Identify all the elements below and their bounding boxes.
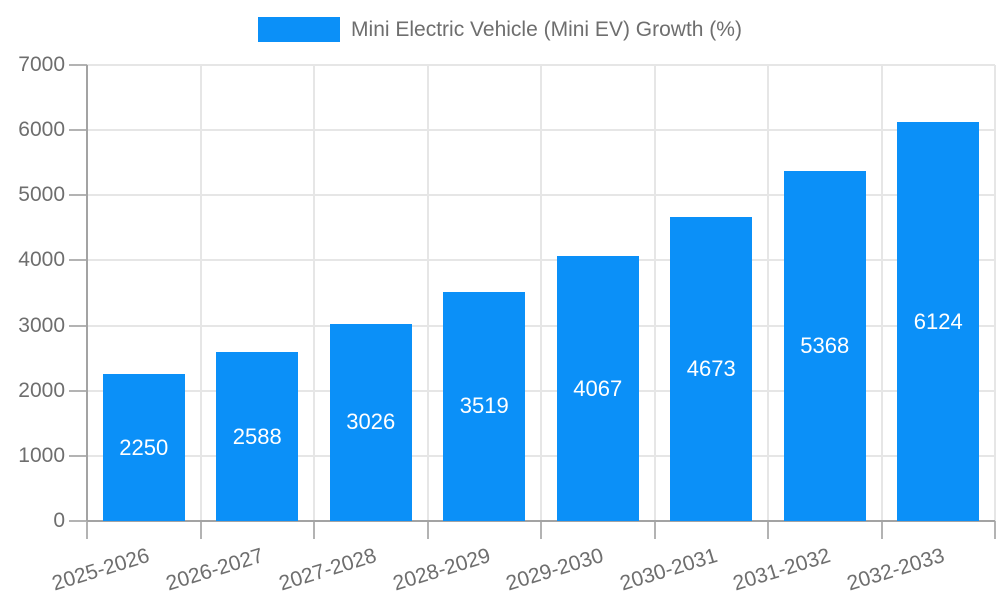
y-tick-label: 1000 <box>18 443 65 467</box>
x-axis-tick <box>653 521 656 539</box>
x-axis-tick <box>767 521 769 539</box>
y-tick-label: 2000 <box>18 378 65 402</box>
legend-label: Mini Electric Vehicle (Mini EV) Growth (… <box>351 17 742 41</box>
y-tick-label: 0 <box>53 509 65 532</box>
y-axis-tick <box>69 454 87 457</box>
x-grid-line <box>540 65 542 521</box>
x-grid-line <box>880 65 883 521</box>
x-grid-line <box>653 65 656 521</box>
bar[interactable]: 6124 <box>897 122 980 521</box>
x-tick-label: 2032-2033 <box>640 544 947 595</box>
y-axis-tick <box>69 389 87 392</box>
bar[interactable]: 3026 <box>329 323 412 521</box>
bar[interactable]: 5368 <box>783 171 866 521</box>
x-grid-line <box>426 65 429 521</box>
bar[interactable]: 4673 <box>670 216 753 521</box>
chart-legend[interactable]: Mini Electric Vehicle (Mini EV) Growth (… <box>0 17 1000 42</box>
x-axis-tick <box>313 521 315 539</box>
bar-value-label: 4067 <box>573 375 623 401</box>
bar-value-label: 3519 <box>459 393 509 419</box>
bar-value-label: 6124 <box>913 308 963 334</box>
y-axis-tick <box>69 259 87 262</box>
y-tick-label: 6000 <box>18 118 65 142</box>
y-tick-label: 3000 <box>18 313 65 337</box>
x-axis-tick <box>86 521 88 539</box>
y-axis-tick <box>69 129 87 132</box>
x-grid-line <box>994 65 996 521</box>
legend-marker-swatch <box>258 17 341 42</box>
x-axis-tick <box>540 521 542 539</box>
x-axis-tick <box>199 521 202 539</box>
x-tick-label-text: 2032-2033 <box>844 544 947 596</box>
x-axis-tick <box>426 521 429 539</box>
x-grid-line <box>199 65 202 521</box>
x-axis-line <box>87 520 995 522</box>
bar-value-label: 2588 <box>232 423 282 449</box>
x-grid-line <box>767 65 769 521</box>
y-axis-line <box>86 65 88 521</box>
y-tick-label: 5000 <box>18 183 65 207</box>
bar-value-label: 2250 <box>119 434 169 460</box>
y-axis-tick <box>69 194 87 197</box>
bar-value-label: 4673 <box>686 355 736 381</box>
y-tick-label: 4000 <box>18 248 65 272</box>
bar[interactable]: 2250 <box>102 374 185 521</box>
bar[interactable]: 2588 <box>216 352 299 521</box>
x-axis-tick <box>880 521 883 539</box>
bar-value-label: 3026 <box>346 409 396 435</box>
y-axis-tick <box>69 520 87 522</box>
x-axis-tick <box>994 521 996 539</box>
bar-value-label: 5368 <box>800 333 850 359</box>
y-tick-label: 7000 <box>18 53 65 76</box>
x-grid-line <box>313 65 315 521</box>
bar[interactable]: 3519 <box>443 291 526 521</box>
bar[interactable]: 4067 <box>556 256 639 521</box>
y-axis-tick <box>69 64 87 66</box>
y-axis-tick <box>69 324 87 327</box>
